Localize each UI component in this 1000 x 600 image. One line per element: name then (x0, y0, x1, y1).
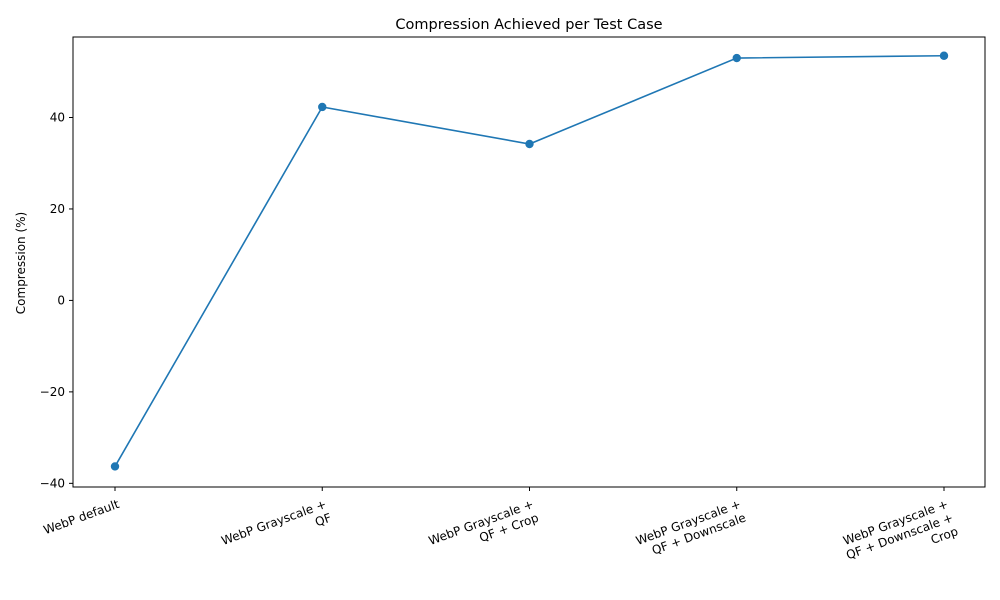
y-tick-label: 0 (57, 293, 65, 307)
data-point (110, 462, 120, 471)
x-tick-label: WebP Grayscale +QF + Downscale +Crop (841, 497, 960, 562)
y-axis-label: Compression (%) (14, 212, 28, 314)
x-tick-label-line: WebP Grayscale + (219, 497, 328, 548)
y-tick-label: −20 (40, 385, 65, 399)
plot-frame (72, 36, 986, 488)
series-layer (110, 51, 949, 471)
x-tick-label-line: WebP default (42, 497, 122, 537)
x-tick-label: WebP Grayscale +QF + Downscale (634, 497, 748, 558)
tick-labels: −40 −20 0 20 40 WebP default WebP Grayscale +Q… (40, 110, 960, 562)
data-point (732, 53, 741, 63)
axes (69, 36, 986, 491)
y-tick-label: −40 (40, 476, 65, 490)
data-point (939, 51, 949, 60)
data-point (525, 139, 534, 149)
x-tick-label-line: QF (313, 511, 333, 530)
y-tick-label: 40 (50, 110, 65, 124)
y-tick-label: 20 (50, 202, 65, 216)
chart-title: Compression Achieved per Test Case (395, 17, 662, 33)
data-point (318, 102, 327, 112)
x-tick-label: WebP default (42, 497, 122, 537)
x-tick-label: WebP Grayscale +QF + Crop (427, 497, 541, 548)
x-tick-label: WebP Grayscale +QF (219, 497, 333, 548)
series-line (114, 54, 945, 467)
